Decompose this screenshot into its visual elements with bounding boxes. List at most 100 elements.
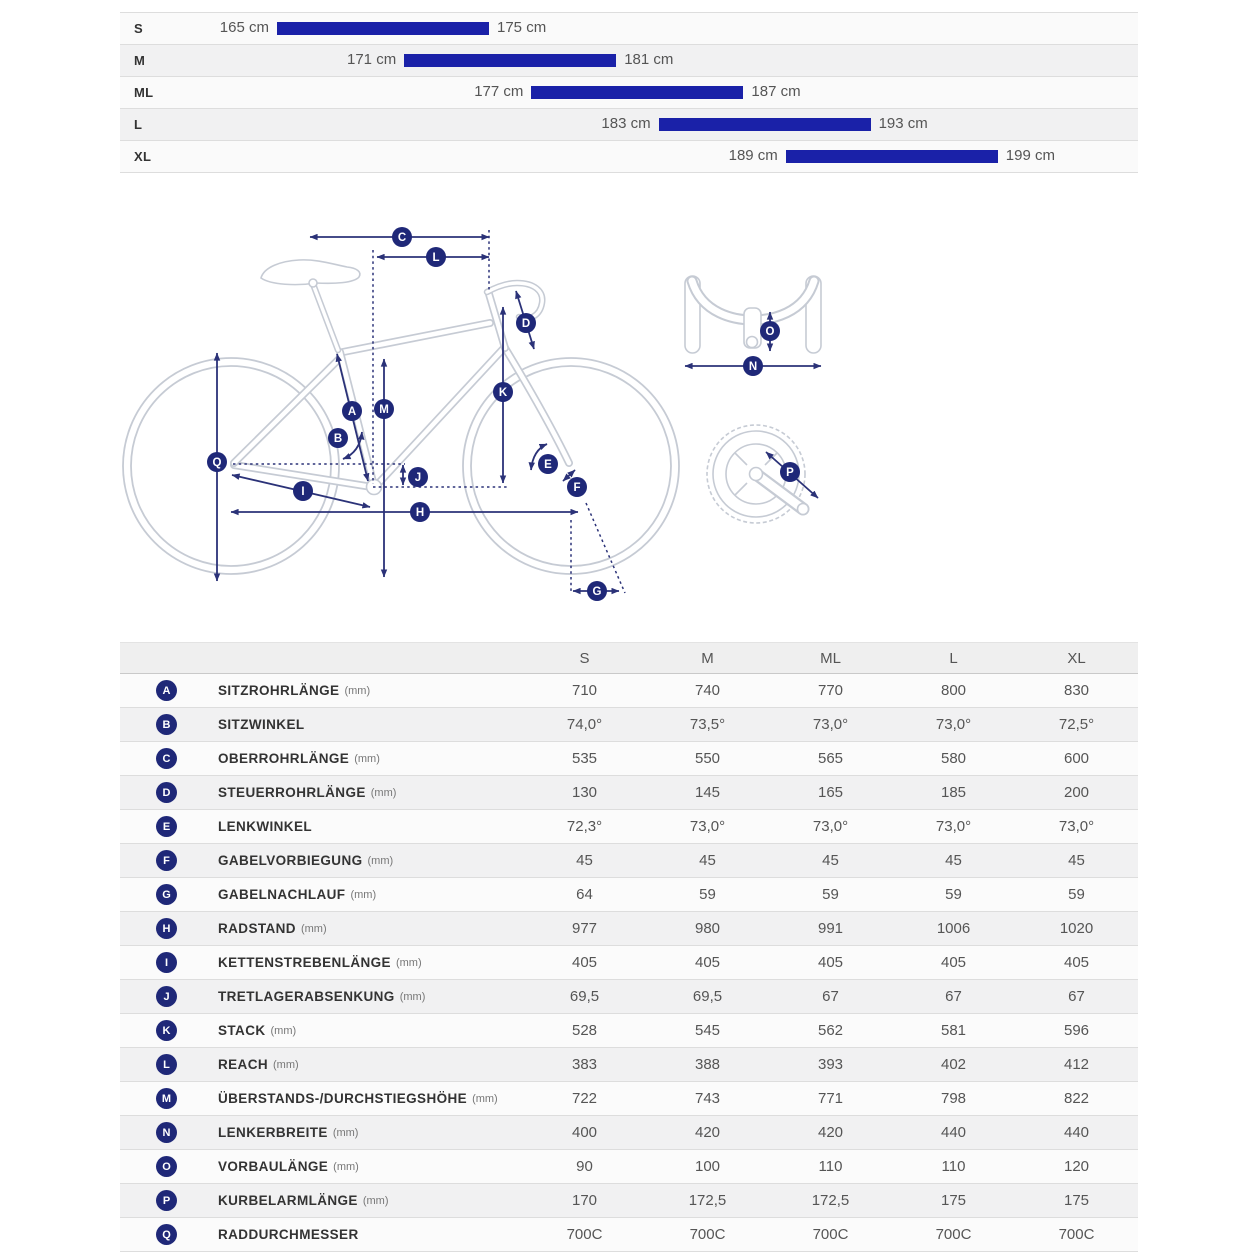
row-label: KETTENSTREBENLÄNGE — [218, 955, 391, 970]
height-range-bar — [277, 22, 489, 35]
row-letter-badge: A — [156, 680, 177, 701]
row-letter-badge: O — [156, 1156, 177, 1177]
max-height-label: 187 cm — [751, 83, 801, 100]
svg-text:G: G — [593, 586, 602, 598]
value-L-M: 388 — [694, 1056, 721, 1073]
svg-text:O: O — [766, 326, 775, 338]
value-L-ML: 393 — [817, 1056, 844, 1073]
table-row-O: O VORBAULÄNGE (mm) 90 100 110 110 120 — [120, 1150, 1138, 1184]
value-H-ML: 991 — [817, 920, 844, 937]
row-label: OBERROHRLÄNGE — [218, 751, 350, 766]
value-A-L: 800 — [940, 682, 967, 699]
value-E-XL: 73,0° — [1058, 818, 1095, 835]
size-label: XL — [134, 149, 152, 164]
value-O-XL: 120 — [1063, 1158, 1090, 1175]
table-row-J: J TRETLAGERABSENKUNG (mm) 69,5 69,5 67 67 67 — [120, 980, 1138, 1014]
row-label: RADSTAND — [218, 921, 296, 936]
row-unit: (mm) — [344, 684, 371, 697]
value-H-M: 980 — [694, 920, 721, 937]
value-M-M: 743 — [694, 1090, 721, 1107]
row-unit: (mm) — [399, 990, 426, 1003]
value-C-L: 580 — [940, 750, 967, 767]
table-row-H: H RADSTAND (mm) 977 980 991 1006 1020 — [120, 912, 1138, 946]
row-unit: (mm) — [270, 1024, 297, 1037]
value-M-ML: 771 — [817, 1090, 844, 1107]
column-header-ML: ML — [820, 649, 841, 667]
svg-text:C: C — [398, 232, 406, 244]
svg-text:N: N — [749, 361, 757, 373]
diagram-marker-O: O — [760, 321, 780, 341]
size-row-S: S 165 cm 175 cm — [120, 12, 1138, 44]
geometry-table-header: S M ML L XL — [120, 642, 1138, 674]
diagram-marker-B: B — [328, 428, 348, 448]
min-height-label: 171 cm — [347, 51, 397, 68]
value-F-L: 45 — [945, 852, 962, 869]
row-unit: (mm) — [333, 1160, 359, 1173]
value-F-M: 45 — [699, 852, 716, 869]
min-height-label: 165 cm — [219, 19, 269, 36]
svg-text:A: A — [348, 406, 356, 418]
value-M-L: 798 — [940, 1090, 967, 1107]
value-D-L: 185 — [940, 784, 967, 801]
row-label: LENKERBREITE — [218, 1125, 328, 1140]
row-letter-badge: J — [156, 986, 177, 1007]
value-A-ML: 770 — [817, 682, 844, 699]
height-range-bar — [531, 86, 744, 99]
row-label-cell: P KURBELARMLÄNGE (mm) — [120, 1190, 523, 1211]
value-C-XL: 600 — [1063, 750, 1090, 767]
size-label: L — [134, 117, 143, 132]
row-unit: (mm) — [395, 956, 422, 969]
value-H-L: 1006 — [936, 920, 971, 937]
table-row-G: G GABELNACHLAUF (mm) 64 59 59 59 59 — [120, 878, 1138, 912]
value-N-M: 420 — [694, 1124, 721, 1141]
value-I-XL: 405 — [1063, 954, 1090, 971]
diagram-marker-N: N — [743, 356, 763, 376]
value-L-L: 402 — [940, 1056, 967, 1073]
row-label-cell: A SITZROHRLÄNGE (mm) — [120, 680, 523, 701]
value-G-ML: 59 — [822, 886, 839, 903]
value-E-S: 72,3° — [566, 818, 603, 835]
value-O-M: 100 — [694, 1158, 721, 1175]
size-label: S — [134, 21, 143, 36]
value-C-ML: 565 — [817, 750, 844, 767]
row-unit: (mm) — [472, 1092, 498, 1105]
row-letter-badge: P — [156, 1190, 177, 1211]
diagram-marker-Q: Q — [207, 452, 227, 472]
value-A-S: 710 — [571, 682, 598, 699]
table-row-I: I KETTENSTREBENLÄNGE (mm) 405 405 405 405 405 — [120, 946, 1138, 980]
min-height-label: 177 cm — [474, 83, 524, 100]
value-K-XL: 596 — [1063, 1022, 1090, 1039]
row-unit: (mm) — [350, 888, 377, 901]
row-letter-badge: H — [156, 918, 177, 939]
size-row-L: L 183 cm 193 cm — [120, 108, 1138, 140]
row-label: RADDURCHMESSER — [218, 1227, 359, 1242]
table-row-D: D STEUERROHRLÄNGE (mm) 130 145 165 185 200 — [120, 776, 1138, 810]
value-C-S: 535 — [571, 750, 598, 767]
value-J-ML: 67 — [822, 988, 839, 1005]
value-K-ML: 562 — [817, 1022, 844, 1039]
row-unit: (mm) — [354, 752, 380, 765]
table-row-B: B SITZWINKEL 74,0° 73,5° 73,0° 73,0° 72,5° — [120, 708, 1138, 742]
value-Q-M: 700C — [689, 1226, 726, 1243]
row-label-cell: E LENKWINKEL — [120, 816, 523, 837]
value-O-ML: 110 — [818, 1158, 843, 1175]
table-row-F: F GABELVORBIEGUNG (mm) 45 45 45 45 45 — [120, 844, 1138, 878]
diagram-marker-K: K — [493, 382, 513, 402]
row-label: GABELNACHLAUF — [218, 887, 346, 902]
diagram-marker-D: D — [516, 313, 536, 333]
value-G-S: 64 — [576, 886, 593, 903]
row-unit: (mm) — [300, 922, 327, 935]
row-letter-badge: M — [156, 1088, 177, 1109]
value-K-M: 545 — [694, 1022, 721, 1039]
row-label-cell: L REACH (mm) — [120, 1054, 523, 1075]
column-header-S: S — [579, 649, 590, 667]
diagram-marker-E: E — [538, 454, 558, 474]
table-row-K: K STACK (mm) 528 545 562 581 596 — [120, 1014, 1138, 1048]
row-letter-badge: I — [156, 952, 177, 973]
geometry-table: S M ML L XL A SITZROHRLÄNGE (mm) 710 740 770 800 83… — [120, 642, 1138, 1252]
value-O-L: 110 — [941, 1158, 966, 1175]
value-P-S: 170 — [571, 1192, 598, 1209]
row-label-cell: M ÜBERSTANDS-/DURCHSTIEGSHÖHE (mm) — [120, 1088, 523, 1109]
row-label: TRETLAGERABSENKUNG — [218, 989, 395, 1004]
height-range-bar — [785, 150, 998, 163]
